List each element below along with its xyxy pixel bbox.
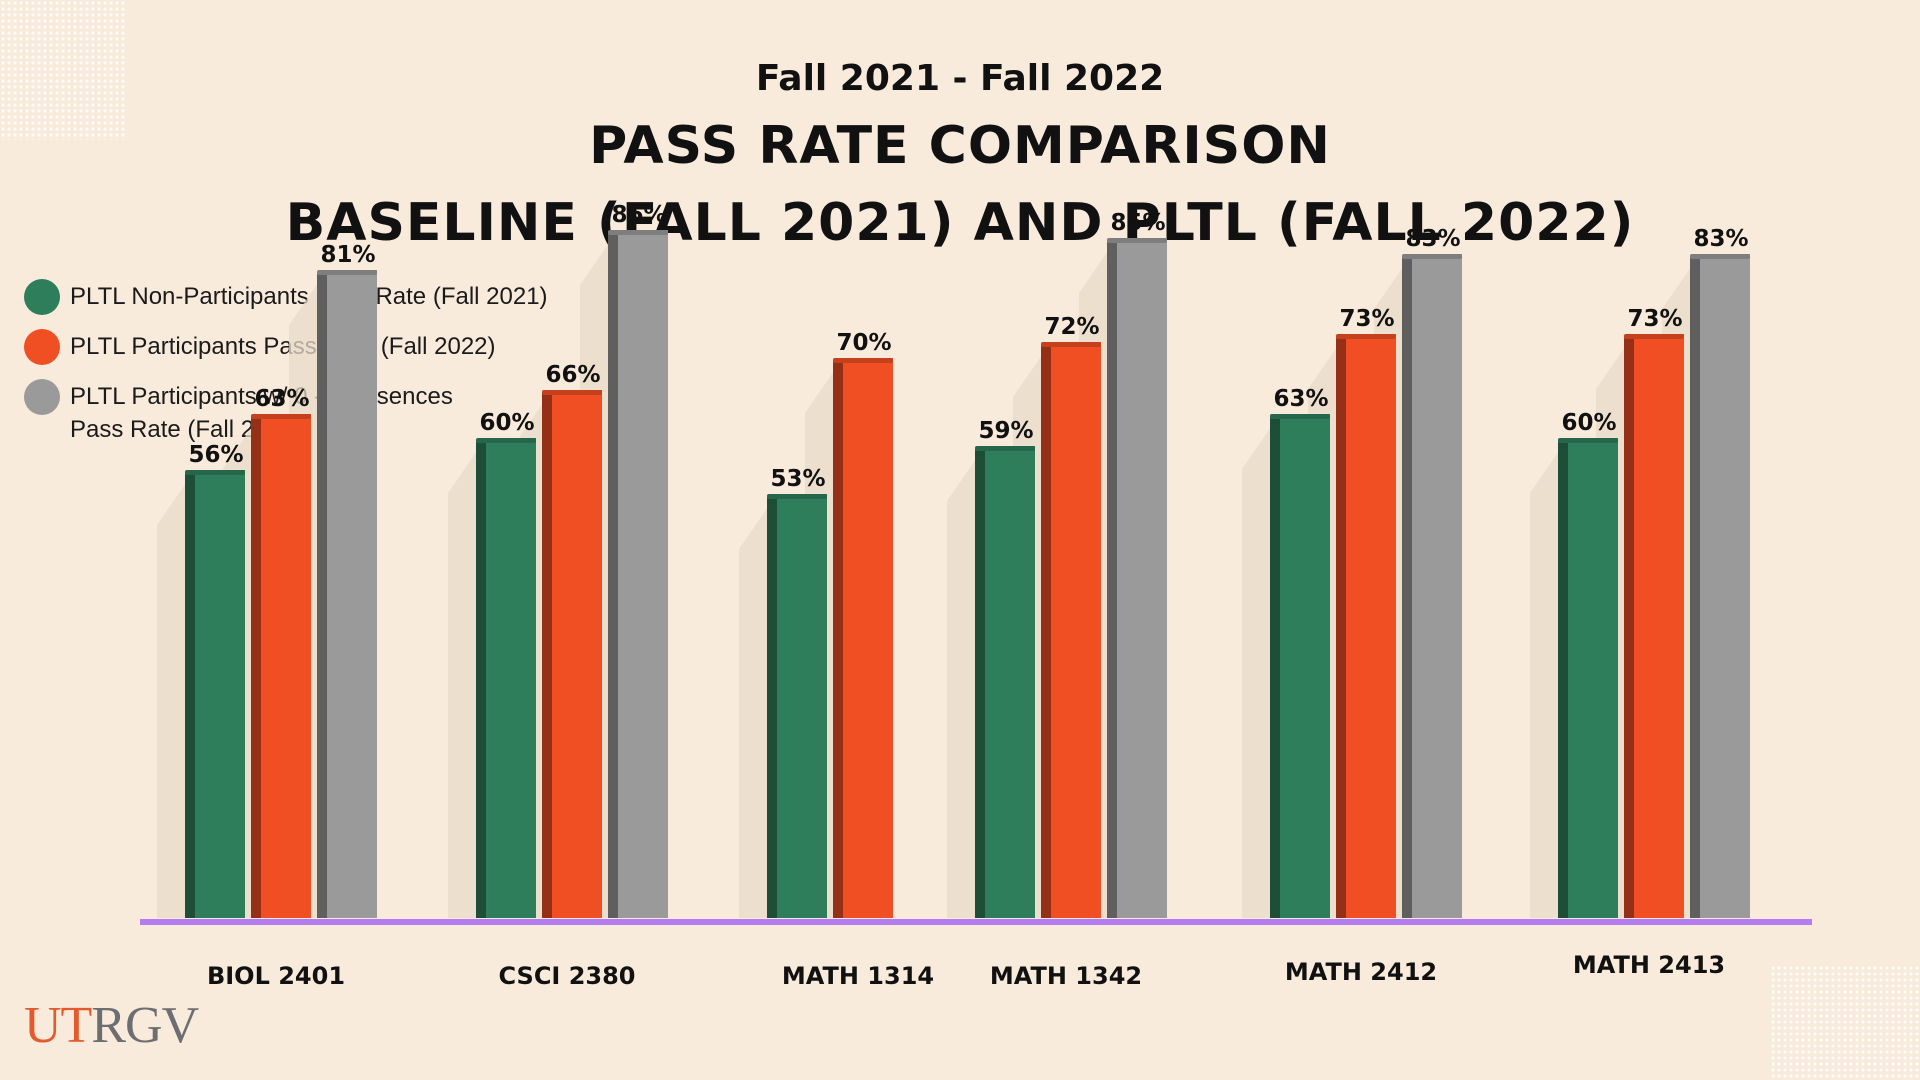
x-tick-label: MATH 1342 xyxy=(990,962,1142,990)
legend-dot-green xyxy=(24,279,60,315)
bar-top xyxy=(317,270,377,275)
utrgv-logo: UTRGV xyxy=(24,997,199,1054)
dot-pattern-top-left xyxy=(0,0,125,140)
bar-top xyxy=(185,470,245,475)
x-tick-label: MATH 1314 xyxy=(782,962,934,990)
bar xyxy=(777,494,827,918)
chart-subtitle: Fall 2021 - Fall 2022 xyxy=(755,58,1165,99)
bar-side xyxy=(767,498,777,918)
legend-dot-orange xyxy=(24,329,60,365)
bar-side xyxy=(1336,338,1346,918)
bar xyxy=(618,230,668,918)
bar-side xyxy=(317,274,327,918)
bar xyxy=(1280,414,1330,918)
bar-top xyxy=(975,446,1035,451)
bar-top xyxy=(1270,414,1330,419)
bar-top xyxy=(833,358,893,363)
bar-side xyxy=(1402,258,1412,918)
data-label: 59% xyxy=(978,418,1033,444)
bar-side xyxy=(1270,418,1280,918)
bar-side xyxy=(1558,442,1568,918)
x-tick-label: BIOL 2401 xyxy=(207,962,345,990)
data-label: 60% xyxy=(1561,410,1616,436)
data-label: 53% xyxy=(770,466,825,492)
bar xyxy=(843,358,893,918)
data-label: 73% xyxy=(1339,306,1394,332)
x-tick-label: CSCI 2380 xyxy=(498,962,635,990)
bar xyxy=(486,438,536,918)
data-label: 83% xyxy=(1693,226,1748,252)
bar-top xyxy=(251,414,311,419)
data-label: 81% xyxy=(320,242,375,268)
legend-dot-gray xyxy=(24,379,60,415)
chart-title-line-1: PASS RATE COMPARISON xyxy=(589,116,1331,176)
bar xyxy=(1117,238,1167,918)
bar xyxy=(552,390,602,918)
logo-text-rgv: RGV xyxy=(91,997,199,1054)
bar-side xyxy=(251,418,261,918)
bar xyxy=(1700,254,1750,918)
dot-pattern-bottom-right xyxy=(1770,965,1920,1080)
bar-top xyxy=(542,390,602,395)
data-label: 85% xyxy=(1110,210,1165,236)
data-label: 66% xyxy=(545,362,600,388)
bar-side xyxy=(975,450,985,918)
bar xyxy=(1346,334,1396,918)
data-label: 56% xyxy=(188,442,243,468)
data-label: 63% xyxy=(254,386,309,412)
bar-side xyxy=(542,394,552,918)
data-label: 63% xyxy=(1273,386,1328,412)
bar-top xyxy=(1558,438,1618,443)
bar-side xyxy=(833,362,843,918)
bar-top xyxy=(1402,254,1462,259)
data-label: 70% xyxy=(836,330,891,356)
bar-side xyxy=(1624,338,1634,918)
bar-top xyxy=(767,494,827,499)
data-label: 72% xyxy=(1044,314,1099,340)
bar xyxy=(327,270,377,918)
bar-top xyxy=(1336,334,1396,339)
chart-title-line-2: BASELINE (FALL 2021) AND PLTL (FALL 2022… xyxy=(285,193,1635,253)
bar-side xyxy=(1690,258,1700,918)
bar-side xyxy=(476,442,486,918)
data-label: 60% xyxy=(479,410,534,436)
bar xyxy=(985,446,1035,918)
bar-top xyxy=(608,230,668,235)
bar xyxy=(1412,254,1462,918)
bar xyxy=(1051,342,1101,918)
bar-top xyxy=(1624,334,1684,339)
bar-top xyxy=(476,438,536,443)
data-label: 86% xyxy=(611,202,666,228)
bar-side xyxy=(1107,242,1117,918)
bar-top xyxy=(1107,238,1167,243)
bar xyxy=(1568,438,1618,918)
bar-side xyxy=(185,474,195,918)
data-label: 83% xyxy=(1405,226,1460,252)
bar-side xyxy=(608,234,618,918)
x-tick-label: MATH 2412 xyxy=(1285,958,1437,986)
logo-text-ut: UT xyxy=(24,997,92,1054)
bar-top xyxy=(1041,342,1101,347)
bar xyxy=(195,470,245,918)
bar xyxy=(261,414,311,918)
bar-side xyxy=(1041,346,1051,918)
bar xyxy=(1634,334,1684,918)
data-label: 73% xyxy=(1627,306,1682,332)
x-tick-label: MATH 2413 xyxy=(1573,951,1725,979)
bar-top xyxy=(1690,254,1750,259)
